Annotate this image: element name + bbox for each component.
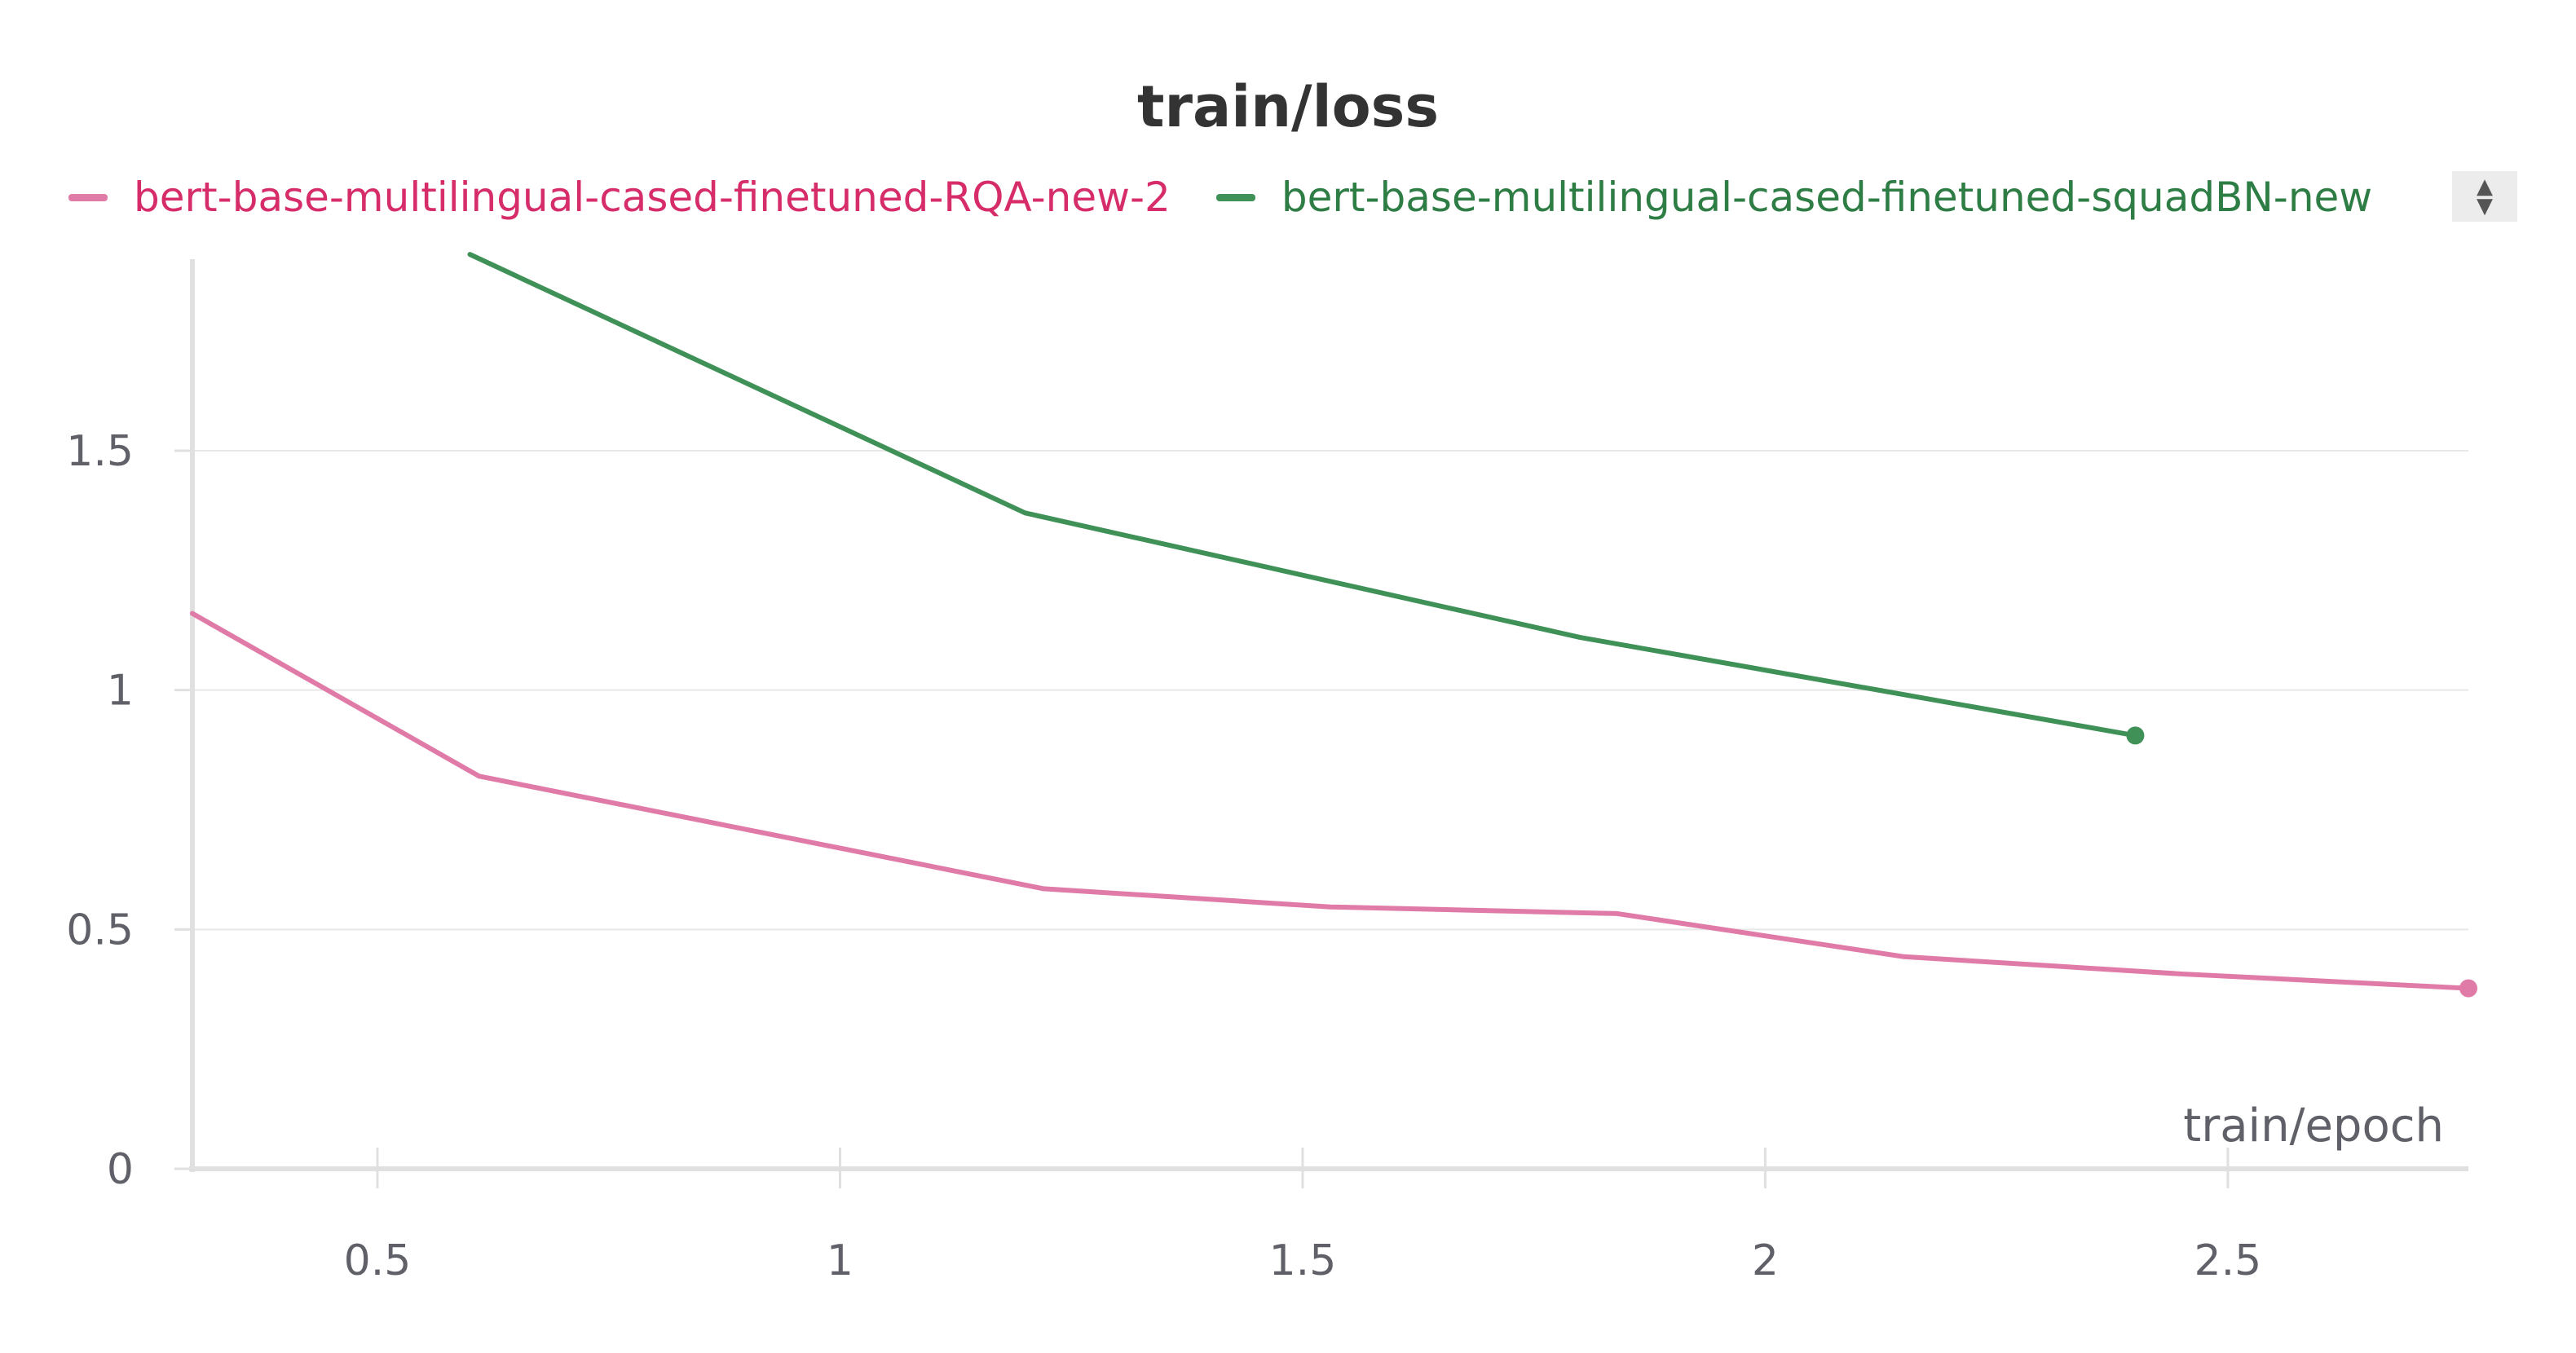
chevron-down-icon[interactable]: ▼ xyxy=(2477,194,2493,218)
series-line-0 xyxy=(190,610,2471,991)
y-tick-label: 1 xyxy=(107,667,134,716)
x-axis-title: train/epoch xyxy=(2183,1100,2444,1152)
y-tick-label: 1.5 xyxy=(66,427,134,476)
chevron-up-icon[interactable]: ▲ xyxy=(2477,174,2493,199)
series-endpoint-1 xyxy=(2126,726,2145,745)
series-line-1 xyxy=(467,252,2138,738)
y-tick-label: 0 xyxy=(107,1145,134,1194)
tick-labels: 0 0.5 1 1.5 0.5 1 1.5 2 2.5 train/epoch xyxy=(66,427,2444,1285)
legend-swatch-squadbn xyxy=(1215,193,1255,201)
x-tick-label: 2 xyxy=(1752,1236,1779,1285)
legend: bert-base-multilingual-cased-finetuned-R… xyxy=(68,171,2514,223)
axes xyxy=(174,259,2468,1188)
legend-swatch-rqa xyxy=(68,193,108,201)
y-tick-label: 0.5 xyxy=(66,906,134,954)
x-tick-label: 1 xyxy=(827,1236,854,1285)
x-tick-label: 2.5 xyxy=(2194,1236,2262,1285)
legend-label-squadbn: bert-base-multilingual-cased-finetuned-s… xyxy=(1281,174,2373,221)
grid-lines xyxy=(192,449,2468,931)
legend-label-rqa: bert-base-multilingual-cased-finetuned-R… xyxy=(134,174,1171,221)
legend-item-squadbn[interactable]: bert-base-multilingual-cased-finetuned-s… xyxy=(1215,174,2373,221)
legend-item-rqa[interactable]: bert-base-multilingual-cased-finetuned-R… xyxy=(68,177,1171,218)
x-tick-label: 1.5 xyxy=(1269,1236,1337,1285)
chart-title: train/loss xyxy=(1136,73,1440,140)
series-endpoint-0 xyxy=(2459,979,2477,998)
legend-scroll-control[interactable]: ▲ ▼ xyxy=(2452,171,2517,222)
x-tick-label: 0.5 xyxy=(344,1236,412,1285)
series-lines xyxy=(190,252,2477,998)
